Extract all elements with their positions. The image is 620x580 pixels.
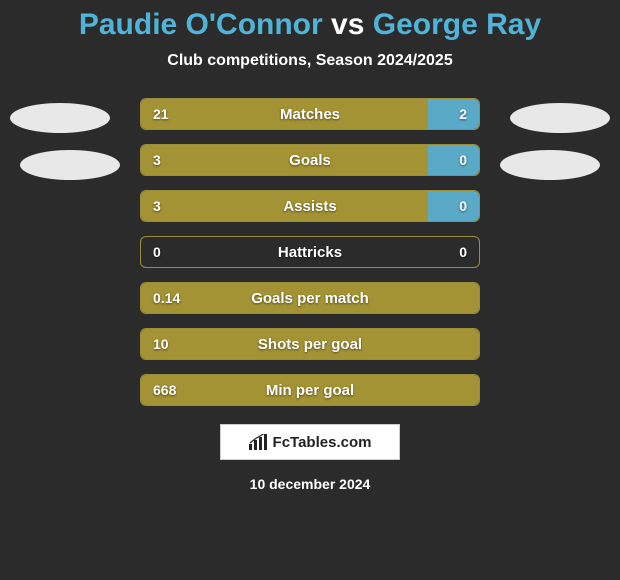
stat-row: 668Min per goal — [140, 374, 480, 406]
stat-rows: 212Matches 30Goals 30Assists 00Hattricks 0.1… — [0, 98, 620, 406]
stat-label: Hattricks — [141, 237, 479, 267]
date-text: 10 december 2024 — [0, 476, 620, 492]
player2-name: George Ray — [373, 8, 541, 41]
stat-label: Assists — [141, 191, 479, 221]
stat-row: 212Matches — [140, 98, 480, 130]
vs-text: vs — [331, 8, 364, 41]
branding-text: FcTables.com — [273, 434, 372, 451]
subtitle: Club competitions, Season 2024/2025 — [0, 52, 620, 70]
stat-label: Matches — [141, 99, 479, 129]
stats-area: 212Matches 30Goals 30Assists 00Hattricks 0.1… — [0, 98, 620, 406]
stat-row: 0.14Goals per match — [140, 282, 480, 314]
player1-photo-placeholder-1 — [10, 103, 110, 133]
comparison-infographic: Paudie O'Connor vs George Ray Club compe… — [0, 0, 620, 580]
bar-chart-icon — [249, 434, 267, 450]
player2-photo-placeholder-2 — [500, 150, 600, 180]
stat-row: 30Goals — [140, 144, 480, 176]
player2-photo-placeholder-1 — [510, 103, 610, 133]
stat-row: 00Hattricks — [140, 236, 480, 268]
player1-name: Paudie O'Connor — [79, 8, 323, 41]
stat-label: Shots per goal — [141, 329, 479, 359]
stat-label: Goals per match — [141, 283, 479, 313]
branding-box: FcTables.com — [220, 424, 400, 460]
stat-row: 30Assists — [140, 190, 480, 222]
stat-label: Goals — [141, 145, 479, 175]
stat-label: Min per goal — [141, 375, 479, 405]
player1-photo-placeholder-2 — [20, 150, 120, 180]
stat-row: 10Shots per goal — [140, 328, 480, 360]
main-title: Paudie O'Connor vs George Ray — [0, 8, 620, 42]
